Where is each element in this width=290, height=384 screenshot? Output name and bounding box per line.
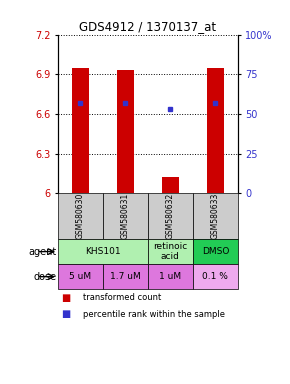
Bar [58,193,103,239]
Text: GSM580630: GSM580630 [76,193,85,239]
Bar [148,264,193,289]
Bar [148,239,193,264]
Text: 5 uM: 5 uM [69,272,92,281]
Text: KHS101: KHS101 [85,247,121,256]
Bar [162,177,179,193]
Bar [193,193,238,239]
Text: 1.7 uM: 1.7 uM [110,272,141,281]
Bar [103,193,148,239]
Text: percentile rank within the sample: percentile rank within the sample [83,310,225,319]
Text: transformed count: transformed count [83,293,162,302]
Text: GSM580632: GSM580632 [166,193,175,239]
Text: ■: ■ [61,309,71,319]
Title: GDS4912 / 1370137_at: GDS4912 / 1370137_at [79,20,216,33]
Bar [117,70,134,193]
Bar [148,193,193,239]
Text: agent: agent [28,247,56,257]
Bar [72,68,89,193]
Text: GSM580633: GSM580633 [211,193,220,239]
Bar [207,68,224,193]
Bar [193,239,238,264]
Bar [58,239,148,264]
Bar [103,264,148,289]
Bar [58,264,103,289]
Text: dose: dose [33,271,56,281]
Text: retinoic
acid: retinoic acid [153,242,188,261]
Bar [193,264,238,289]
Text: DMSO: DMSO [202,247,229,256]
Text: GSM580631: GSM580631 [121,193,130,239]
Text: 1 uM: 1 uM [159,272,182,281]
Text: 0.1 %: 0.1 % [202,272,228,281]
Text: ■: ■ [61,293,71,303]
